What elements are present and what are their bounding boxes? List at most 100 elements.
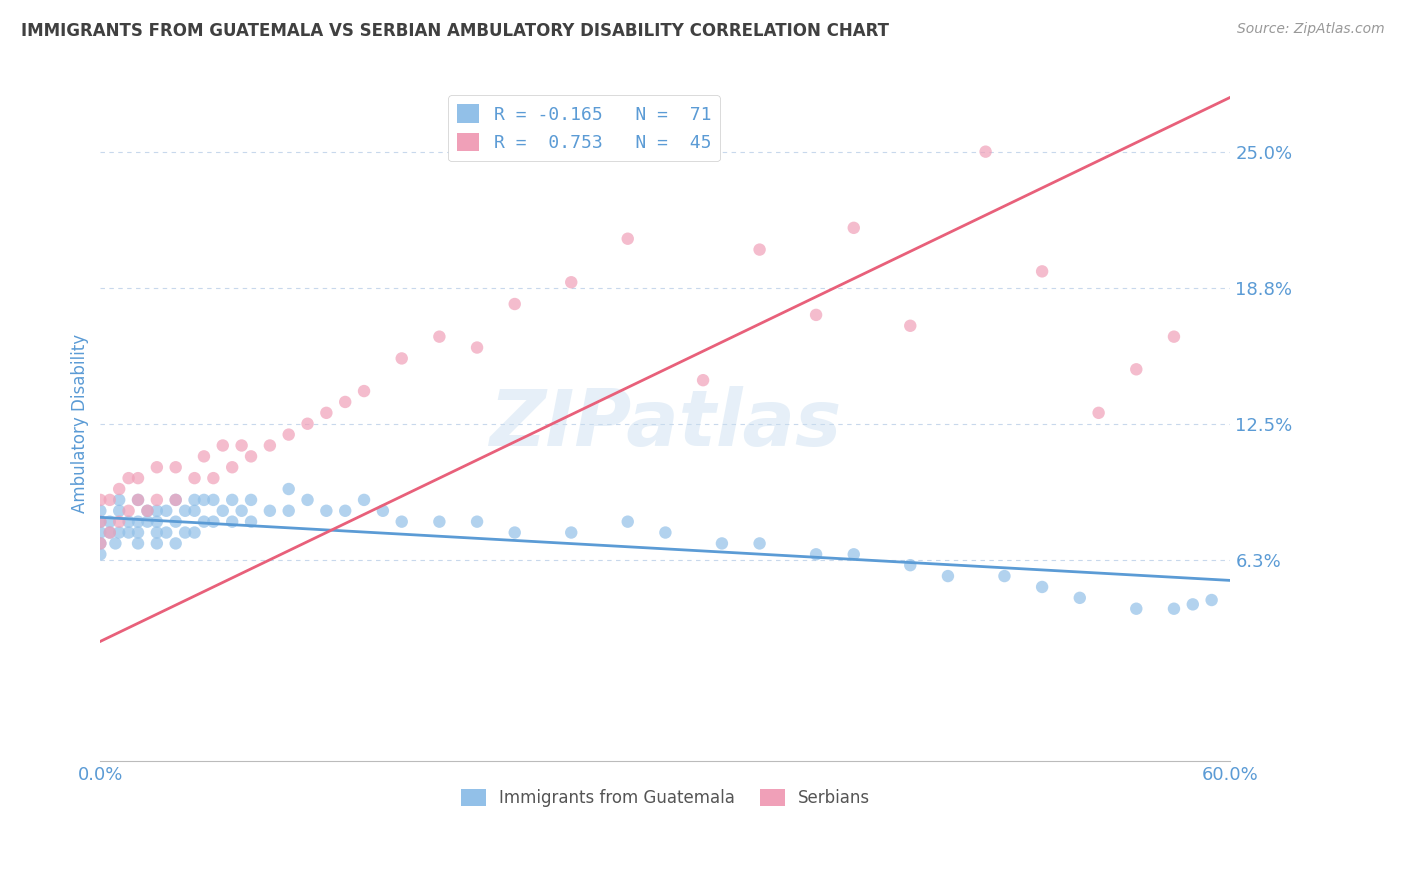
Point (503, 525, 526, 540)
Point (804, 308, 827, 322)
Point (842, 220, 865, 235)
Point (146, 515, 169, 529)
Point (211, 438, 233, 452)
Point (240, 450, 263, 464)
Point (1125, 362, 1147, 376)
Point (748, 243, 770, 257)
Point (898, 558, 921, 573)
Y-axis label: Ambulatory Disability: Ambulatory Disability (72, 334, 89, 513)
Point (89, 492, 111, 507)
Point (936, 569, 959, 583)
Point (155, 504, 177, 518)
Point (146, 492, 169, 507)
Point (277, 482, 299, 496)
Point (315, 406, 337, 420)
Point (104, 536, 127, 550)
Point (804, 547, 827, 561)
Point (89, 525, 111, 540)
Point (127, 492, 149, 507)
Point (193, 515, 215, 529)
Point (89, 547, 111, 561)
Point (89, 536, 111, 550)
Point (146, 525, 169, 540)
Point (98, 525, 121, 540)
Point (183, 525, 205, 540)
Point (108, 504, 131, 518)
Point (193, 492, 215, 507)
Point (315, 504, 337, 518)
Point (117, 471, 139, 485)
Point (127, 471, 149, 485)
Point (1125, 601, 1147, 615)
Point (1087, 406, 1109, 420)
Point (98, 492, 121, 507)
Point (710, 536, 733, 550)
Point (89, 536, 111, 550)
Point (117, 525, 139, 540)
Point (1031, 580, 1053, 594)
Point (1163, 601, 1185, 615)
Point (221, 460, 243, 475)
Point (240, 515, 263, 529)
Point (616, 232, 638, 246)
Point (117, 504, 139, 518)
Point (654, 525, 676, 540)
Point (108, 515, 131, 529)
Point (89, 504, 111, 518)
Point (108, 525, 131, 540)
Point (117, 515, 139, 529)
Point (465, 515, 488, 529)
Point (335, 395, 357, 409)
Point (183, 471, 205, 485)
Point (560, 275, 582, 289)
Point (183, 504, 205, 518)
Point (297, 492, 319, 507)
Point (127, 525, 149, 540)
Point (108, 482, 131, 496)
Point (429, 515, 451, 529)
Point (193, 450, 215, 464)
Point (202, 471, 225, 485)
Point (259, 504, 281, 518)
Point (1031, 264, 1053, 278)
Point (98, 525, 121, 540)
Point (136, 504, 159, 518)
Point (560, 525, 582, 540)
Point (240, 492, 263, 507)
Point (89, 515, 111, 529)
Point (503, 297, 526, 311)
Point (202, 515, 225, 529)
Point (842, 547, 865, 561)
Point (371, 504, 394, 518)
Point (174, 525, 197, 540)
Point (127, 492, 149, 507)
Point (898, 318, 921, 333)
Point (174, 504, 197, 518)
Point (277, 427, 299, 442)
Text: Source: ZipAtlas.com: Source: ZipAtlas.com (1237, 22, 1385, 37)
Point (391, 351, 413, 366)
Point (127, 515, 149, 529)
Point (108, 492, 131, 507)
Point (98, 515, 121, 529)
Point (297, 417, 319, 431)
Point (465, 341, 488, 355)
Point (993, 569, 1015, 583)
Point (616, 515, 638, 529)
Point (165, 460, 187, 475)
Point (155, 525, 177, 540)
Point (353, 492, 375, 507)
Point (146, 504, 169, 518)
Point (1181, 598, 1204, 612)
Point (748, 536, 770, 550)
Point (221, 492, 243, 507)
Point (974, 145, 997, 159)
Point (1201, 593, 1223, 607)
Point (231, 504, 253, 518)
Point (165, 492, 187, 507)
Point (231, 438, 253, 452)
Point (89, 515, 111, 529)
Point (136, 515, 159, 529)
Text: ZIPatlas: ZIPatlas (489, 385, 842, 462)
Point (391, 515, 413, 529)
